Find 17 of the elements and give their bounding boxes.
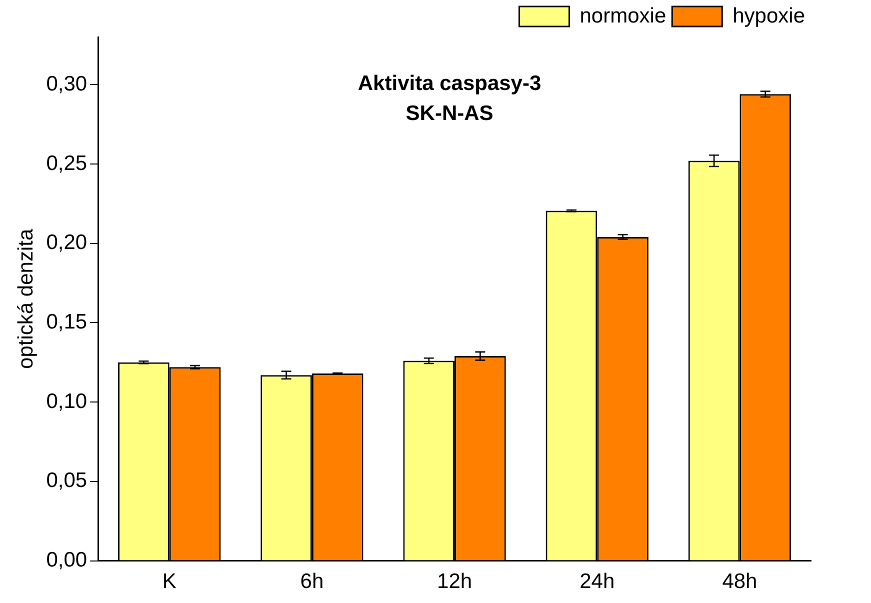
y-tick-label: 0,00 — [46, 548, 88, 572]
y-tick-label: 0,10 — [46, 390, 88, 413]
x-tick-label: K — [162, 570, 176, 594]
x-tick-label: 12h — [437, 570, 472, 594]
y-tick-label: 0,05 — [46, 469, 88, 492]
y-tick-label: 0,20 — [46, 231, 88, 254]
text: Aktivita caspasy-3 — [358, 72, 542, 95]
x-tick-label: 24h — [580, 570, 615, 594]
legend-label: normoxie — [580, 4, 666, 28]
x-tick-label: 6h — [300, 570, 324, 594]
legend-label: hypoxie — [732, 4, 806, 28]
y-tick-label: 0,15 — [46, 310, 88, 334]
text: SK-N-AS — [406, 102, 494, 125]
y-tick-label: 0,30 — [46, 72, 88, 96]
y-axis-title: optická denzita — [14, 228, 38, 369]
x-tick-label: 48h — [722, 570, 758, 594]
y-tick-label: 0,25 — [46, 152, 88, 175]
